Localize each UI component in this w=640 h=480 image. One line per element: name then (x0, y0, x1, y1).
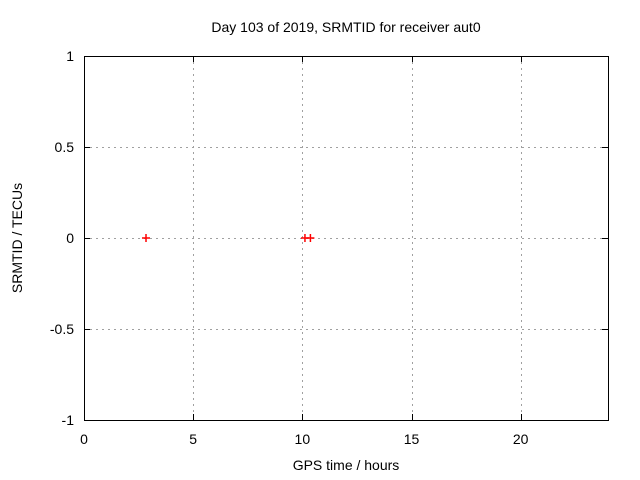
y-tick-label-0.5: 0.5 (55, 139, 75, 155)
y-tick-label--0.5: -0.5 (50, 321, 74, 337)
y-tick-label-0: 0 (66, 230, 74, 246)
data-points (142, 234, 315, 242)
axis-group (84, 56, 609, 421)
y-axis-label: SRMTID / TECUs (9, 182, 25, 294)
grid-lines (84, 56, 608, 420)
x-tick-label-15: 15 (404, 431, 420, 447)
chart-title: Day 103 of 2019, SRMTID for receiver aut… (211, 19, 481, 35)
x-tick-labels: 0 5 10 15 20 (80, 431, 529, 447)
y-tick-label--1: -1 (62, 412, 75, 428)
x-tick-label-10: 10 (295, 431, 311, 447)
x-tick-label-5: 5 (189, 431, 197, 447)
data-point-marker-0 (142, 234, 151, 242)
y-tick-label-1: 1 (66, 48, 74, 64)
y-tick-labels: -1 -0.5 0 0.5 1 (50, 48, 74, 428)
x-tick-label-20: 20 (513, 431, 529, 447)
x-axis-label: GPS time / hours (292, 457, 400, 473)
data-point-marker-2 (306, 234, 315, 242)
x-tick-label-0: 0 (80, 431, 88, 447)
